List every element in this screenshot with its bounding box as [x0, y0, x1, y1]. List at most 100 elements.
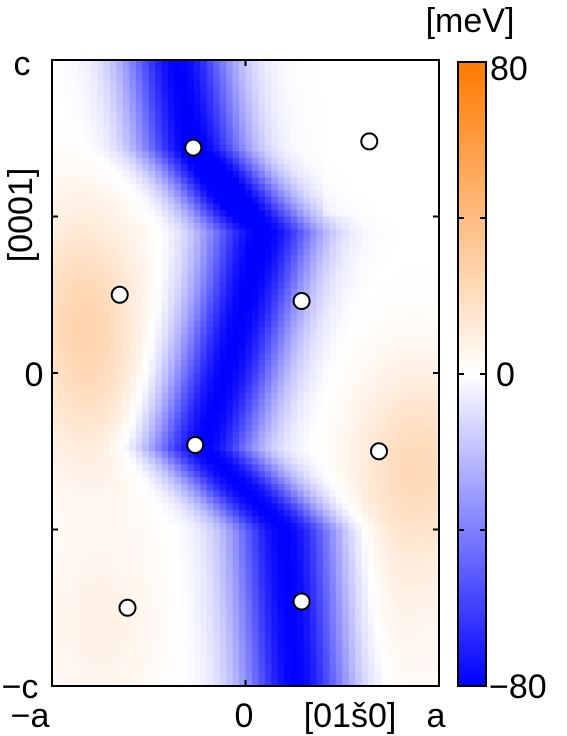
heatmap-cell [71, 209, 79, 218]
heatmap-cell [361, 170, 369, 178]
heatmap-cell [348, 79, 356, 87]
heatmap-cell [110, 255, 118, 263]
heatmap-cell [219, 183, 227, 192]
heatmap-cell [129, 118, 137, 126]
heatmap-cell [277, 503, 285, 511]
heatmap-cell [155, 392, 163, 400]
heatmap-cell [303, 412, 311, 420]
heatmap-cell [419, 157, 427, 165]
heatmap-cell [226, 431, 234, 439]
heatmap-cell [277, 275, 285, 283]
heatmap-cell [361, 112, 369, 120]
heatmap-cell [232, 353, 240, 361]
heatmap-cell [329, 477, 337, 485]
heatmap-cell [161, 555, 169, 563]
heatmap-cell [355, 203, 363, 211]
heatmap-cell [213, 151, 221, 159]
heatmap-cell [374, 105, 382, 113]
heatmap-cell [135, 464, 143, 472]
heatmap-cell [219, 431, 227, 439]
heatmap-cell [129, 386, 137, 394]
heatmap-cell [58, 470, 66, 478]
heatmap-cell [181, 496, 189, 505]
heatmap-cell [181, 340, 189, 348]
heatmap-cell [148, 425, 156, 433]
heatmap-cell [122, 575, 130, 583]
heatmap-cell [380, 405, 388, 413]
heatmap-cell [316, 581, 324, 589]
heatmap-cell [200, 151, 208, 159]
heatmap-cell [258, 314, 266, 322]
heatmap-cell [187, 575, 195, 583]
heatmap-cell [393, 281, 401, 289]
heatmap-cell [135, 203, 143, 211]
heatmap-cell [297, 183, 305, 192]
heatmap-cell [271, 399, 279, 407]
heatmap-cell [155, 483, 163, 491]
heatmap-cell [110, 216, 118, 224]
heatmap-cell [168, 268, 176, 276]
heatmap-cell [342, 359, 350, 368]
heatmap-cell [239, 327, 247, 335]
heatmap-cell [245, 131, 253, 139]
heatmap-cell [380, 490, 388, 498]
heatmap-cell [129, 588, 137, 596]
heatmap-cell [129, 438, 137, 446]
heatmap-cell [122, 392, 130, 400]
heatmap-cell [206, 183, 214, 192]
heatmap-cell [174, 92, 182, 100]
heatmap-cell [135, 438, 143, 446]
heatmap-cell [155, 216, 163, 224]
heatmap-cell [52, 359, 60, 368]
heatmap-cell [129, 301, 137, 309]
heatmap-cell [226, 105, 234, 113]
heatmap-cell [297, 542, 305, 550]
heatmap-cell [393, 216, 401, 224]
heatmap-cell [348, 73, 356, 81]
heatmap-cell [155, 275, 163, 283]
heatmap-cell [258, 490, 266, 498]
heatmap-cell [206, 353, 214, 361]
heatmap-cell [90, 575, 98, 583]
heatmap-cell [122, 562, 130, 570]
heatmap-cell [161, 314, 169, 322]
heatmap-cell [97, 516, 105, 524]
heatmap-cell [110, 438, 118, 446]
heatmap-cell [64, 183, 72, 192]
heatmap-cell [52, 281, 60, 289]
heatmap-cell [142, 542, 150, 550]
heatmap-cell [142, 112, 150, 120]
heatmap-cell [303, 125, 311, 133]
heatmap-cell [355, 183, 363, 192]
heatmap-cell [110, 477, 118, 485]
heatmap-cell [90, 118, 98, 126]
heatmap-cell [71, 588, 79, 596]
heatmap-cell [426, 183, 434, 192]
heatmap-cell [348, 490, 356, 498]
heatmap-cell [97, 73, 105, 81]
heatmap-cell [103, 399, 111, 407]
heatmap-cell [116, 503, 124, 511]
heatmap-cell [329, 359, 337, 368]
heatmap-cell [348, 151, 356, 159]
heatmap-cell [71, 581, 79, 589]
heatmap-cell [419, 281, 427, 289]
heatmap-cell [393, 542, 401, 550]
heatmap-cell [335, 405, 343, 413]
heatmap-cell [335, 496, 343, 505]
heatmap-cell [77, 483, 85, 491]
heatmap-cell [290, 386, 298, 394]
heatmap-cell [77, 288, 85, 296]
heatmap-cell [290, 60, 298, 68]
heatmap-cell [374, 490, 382, 498]
heatmap-cell [122, 242, 130, 250]
heatmap-cell [374, 320, 382, 328]
heatmap-cell [168, 503, 176, 511]
heatmap-cell [97, 125, 105, 133]
heatmap-cell [290, 464, 298, 472]
heatmap-cell [303, 386, 311, 394]
heatmap-cell [426, 438, 434, 446]
heatmap-cell [348, 392, 356, 400]
heatmap-cell [335, 457, 343, 465]
heatmap-cell [413, 229, 421, 237]
